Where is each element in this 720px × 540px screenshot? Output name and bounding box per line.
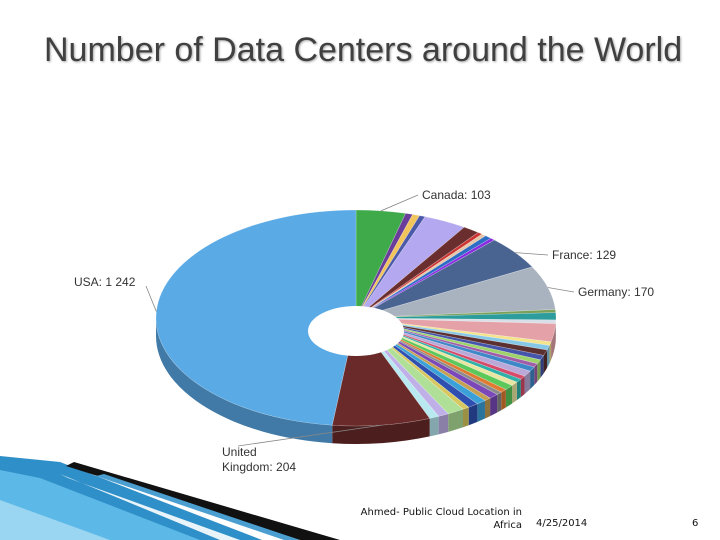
pie-slice-segment-8 [355,233,487,319]
pie-side-segment [537,359,541,382]
pie-slice-segment-13 [355,309,557,319]
pie-side-segment [501,389,506,411]
pie-slice-segment-16 [355,317,557,343]
pie-slice-segment-14 [355,312,557,321]
pie-slice-segment-9 [355,235,492,319]
pie-slice-segment-3 [355,214,421,319]
pie-side-segment [448,409,464,432]
pie-label-united-kingdom-204: United Kingdom: 204 [222,445,296,474]
pie-slice-segment-10 [355,237,496,319]
footer-source-line2: Africa [493,520,522,531]
pie-side-united-kingdom-204 [332,418,430,444]
pie-labels: Canada: 103 France: 129 Germany: 170 United… [74,188,654,474]
pie-slice-segment-15 [355,317,557,324]
pie-slice-segment-7 [355,232,483,319]
footer-date: 4/25/2014 [536,518,588,529]
pie-side-segment [497,392,502,413]
pie-side-segment [549,341,552,364]
pie-side-segment [512,382,517,404]
pie-slice-segment-18 [355,317,550,351]
footer-source-line1: Ahmed- Public Cloud Location in [360,507,522,518]
pie-side-usa-1-242 [156,318,333,444]
pie-slices [155,209,557,427]
donut-hole [308,306,404,356]
pie-side-segment [520,376,525,398]
pie-slice-segment-2 [355,213,414,319]
pie-slice-segment-6 [355,226,479,319]
pie-slice-segment-5 [355,216,465,319]
pie-side-segment [484,398,491,419]
leader-line-germany-170 [547,287,575,293]
pie-label-usa-1-242: USA: 1 242 [74,275,136,289]
pie-side-segment [463,407,469,428]
pie-side-segment [468,403,478,426]
leader-line-canada-103 [380,194,419,212]
pie-slice-segment-4 [355,215,426,319]
leader-line-usa-1-242 [145,285,157,312]
slide-title: Number of Data Centers around the World [44,31,683,69]
pie-label-canada-103: Canada: 103 [422,188,491,202]
pie-side-segment [530,366,535,390]
pie-side-segment [534,363,538,385]
pie-side-segment [543,349,548,374]
pie-side-segment [551,323,556,360]
pie-side-segment [540,355,544,378]
pie-slice-usa-1-242 [155,209,357,426]
pie-label-germany-170: Germany: 170 [578,285,654,299]
pie-slice-segment-19 [355,317,548,356]
pie-side-segment [524,371,531,395]
leader-line-united-kingdom-204 [237,424,382,447]
pie-slice-canada-103 [355,209,407,319]
pie-side-segment [429,416,439,437]
page-number: 6 [692,518,699,529]
pie-side-segment [477,400,485,422]
pie-side-segment [490,394,498,417]
pie-label-france-129: France: 129 [552,248,616,262]
pie-side-segment [505,385,513,408]
pie-side-segment [438,413,449,435]
leader-line-france-129 [515,252,549,256]
pie-side-segment [516,379,521,401]
pie-slice-segment-17 [355,317,552,346]
pie-side-segment [547,345,550,368]
footer-source: Ahmed- Public Cloud Location in Africa [340,506,522,532]
slide-decoration [0,456,340,540]
pie-depth [156,318,556,444]
